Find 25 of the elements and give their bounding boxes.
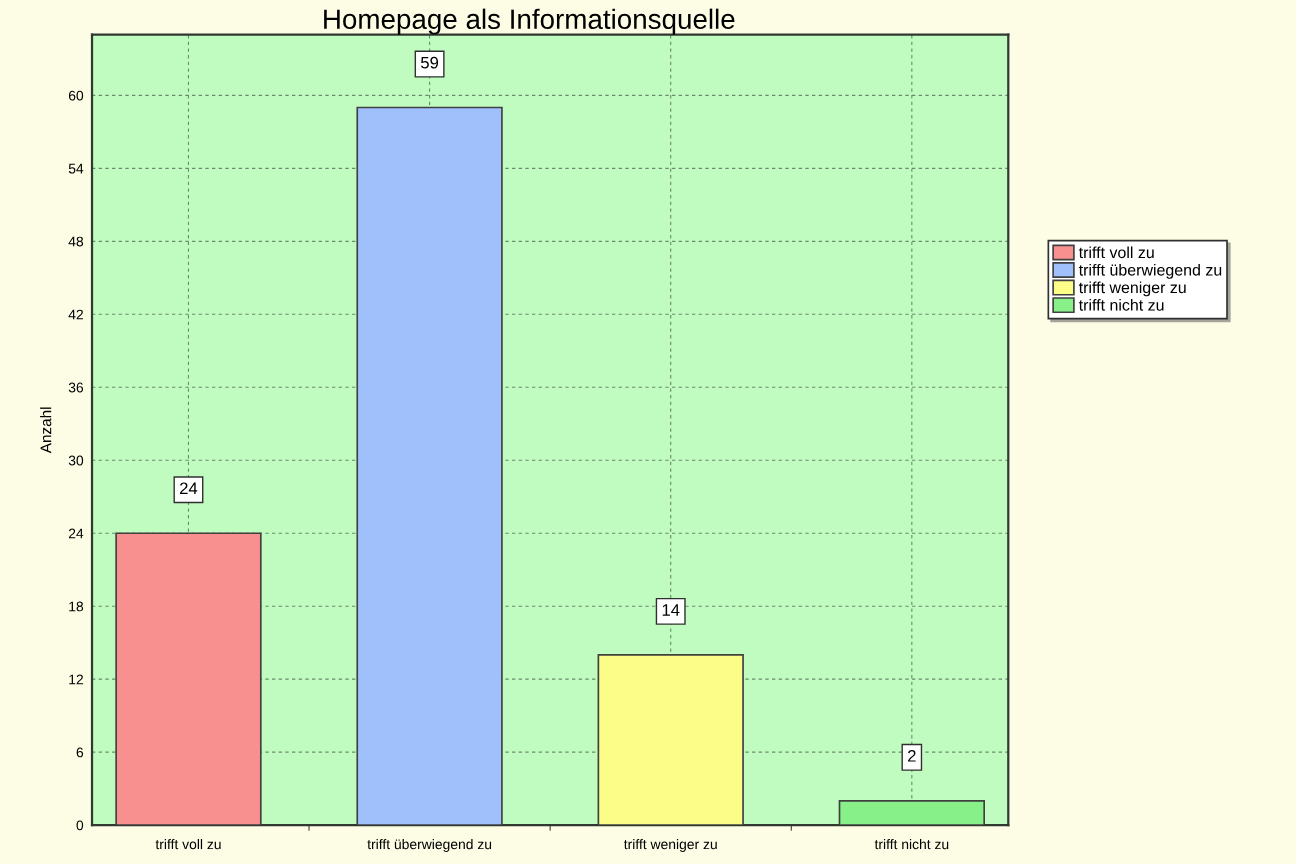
- y-tick-label: 36: [68, 382, 84, 393]
- x-tick-label: trifft nicht zu: [874, 839, 949, 850]
- y-tick-label: 48: [68, 236, 84, 247]
- legend-label: trifft überwiegend zu: [1078, 263, 1222, 279]
- y-tick-label: 18: [69, 601, 84, 612]
- chart-title: Homepage als Informationsquelle: [324, 8, 735, 35]
- data-label: 2: [908, 749, 916, 762]
- y-tick-label: 12: [69, 674, 83, 685]
- data-label: 59: [420, 56, 439, 69]
- x-tick-label: trifft überwiegend zu: [367, 839, 492, 852]
- legend-label: trifft weniger zu: [1078, 281, 1186, 297]
- x-tick-label: trifft voll zu: [155, 839, 221, 850]
- legend-label: trifft voll zu: [1078, 246, 1154, 259]
- y-tick-label: 0: [76, 820, 84, 831]
- legend-label: trifft nicht zu: [1078, 299, 1164, 311]
- y-tick-label: 30: [68, 455, 84, 466]
- y-tick-label: 42: [68, 309, 83, 320]
- y-axis-title: Anzahl: [40, 407, 52, 454]
- x-tick-label: trifft weniger zu: [623, 839, 717, 852]
- data-label: 14: [662, 604, 680, 616]
- data-label: 24: [180, 482, 198, 495]
- y-tick-label: 60: [68, 90, 84, 101]
- y-tick-label: 54: [68, 163, 84, 174]
- y-tick-label: 6: [76, 747, 84, 758]
- y-tick-label: 24: [68, 528, 84, 539]
